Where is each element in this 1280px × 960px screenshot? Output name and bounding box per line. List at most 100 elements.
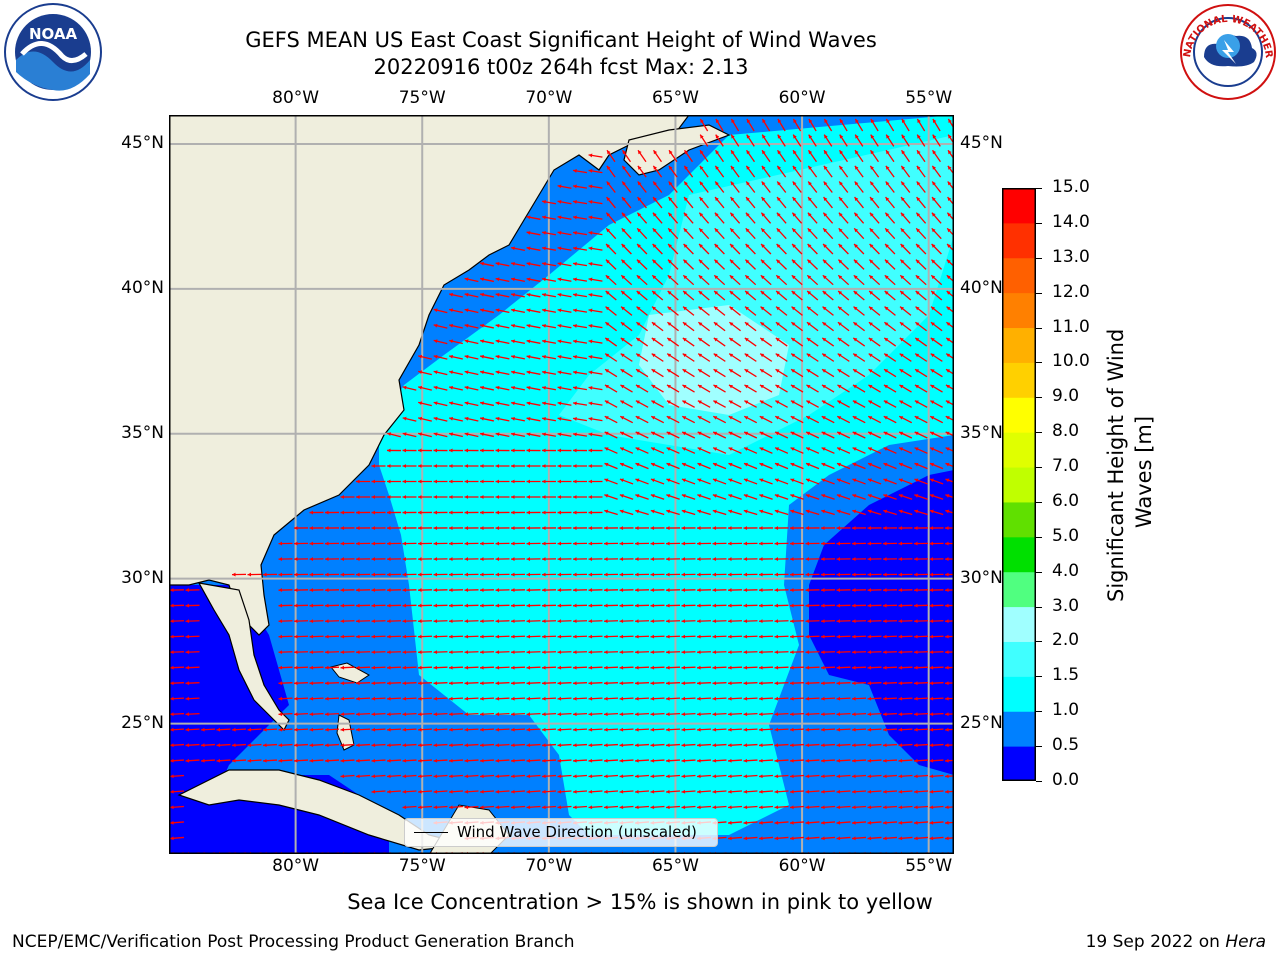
wave-arrow-head [604,789,608,794]
wave-arrow-head [325,603,329,608]
wave-arrow-head [480,650,484,655]
wave-arrow-head [495,758,500,763]
wave-arrow-head [821,789,825,794]
wave-arrow-head [433,510,438,515]
wave-arrow-head [791,290,796,295]
lon-label-top: 75°W [398,88,446,108]
wave-arrow-head [790,789,794,794]
wave-arrow-head [573,557,577,561]
wave-arrow-head [526,292,531,297]
wave-arrow-head [340,665,345,670]
wave-arrow-head [914,541,918,546]
wave-arrow-head [853,337,858,342]
wave-arrow-head [418,541,422,546]
wave-arrow-head [480,292,484,297]
wave-arrow-head [945,743,949,748]
wave-arrow-head [340,526,345,530]
wave-arrow-head [837,337,842,342]
wave-arrow-head [619,774,624,779]
wave-arrow-head [526,681,531,686]
colorbar-tick-label: 13.0 [1052,246,1090,267]
wave-arrow-head [464,323,469,328]
wave-arrow-head [650,789,655,794]
wave-arrow-head [684,165,688,170]
wave-arrow-head [898,526,903,530]
wave-arrow-head [805,588,810,593]
wave-arrow-head [557,184,562,189]
wave-arrow-head [777,119,782,124]
wave-arrow-head [821,634,825,639]
wave-arrow-head [371,774,376,779]
wave-height-map [169,115,954,854]
wave-arrow-head [728,526,732,530]
wave-arrow-head [669,150,673,155]
wave-arrow-head [651,337,656,342]
wave-arrow-head [791,322,796,326]
wave-arrow-head [712,758,717,763]
wave-arrow-head [836,758,841,763]
lon-label-top: 60°W [778,88,826,108]
wave-arrow-head [914,665,918,670]
wave-arrow-head [683,259,688,264]
wave-arrow-head [714,244,719,248]
wave-arrow-head [743,805,748,810]
wave-arrow-head [449,557,453,561]
wave-arrow-head [622,165,626,170]
wave-arrow-head [620,337,625,342]
wave-arrow-head [464,572,469,577]
wave-arrow-head [325,526,329,530]
wave-arrow-head [511,448,515,453]
wave-arrow-head [635,588,639,593]
wave-arrow-head [185,619,190,624]
wave-arrow-head [929,696,934,701]
wave-arrow-head [821,557,825,561]
wave-arrow-head [837,400,842,405]
wave-arrow-head [883,836,887,841]
wave-arrow-head [557,495,562,499]
wave-arrow-head [526,665,531,670]
wave-arrow-head [759,650,763,655]
wave-arrow-head [822,259,827,264]
wave-arrow-head [883,743,887,748]
wave-arrow-head [759,384,764,389]
wave-arrow-head [932,150,937,155]
wave-arrow-head [619,526,624,530]
wave-arrow-head [526,696,531,701]
wave-arrow-head [356,665,360,670]
wave-arrow-head [791,306,796,311]
wave-arrow-head [464,339,469,344]
wave-arrow-head [418,665,422,670]
wave-arrow-head [573,758,577,763]
wave-arrow-head [387,541,391,546]
wave-arrow-head [604,462,609,467]
wave-arrow-head [790,696,794,701]
wave-arrow-head [899,462,903,467]
wave-arrow-head [607,150,611,155]
wave-arrow-head [805,774,810,779]
wave-arrow-head [914,384,919,389]
wave-arrow-head [573,650,577,655]
wave-arrow-head [883,447,888,451]
wave-arrow-head [653,181,657,186]
wave-arrow-head [340,541,345,546]
wave-arrow-head [898,650,903,655]
wave-arrow-head [573,308,577,313]
wave-arrow-head [449,385,454,390]
wave-arrow-head [682,462,686,467]
wave-arrow-head [526,230,531,235]
wave-arrow-head [929,588,934,593]
wave-arrow-head [759,400,764,405]
wave-arrow-head [790,447,795,451]
wave-arrow-head [805,696,810,701]
wave-arrow-head [309,619,314,624]
wave-arrow-head [792,212,797,217]
wave-arrow-head [697,384,702,389]
wave-arrow-head [945,462,950,467]
wave-arrow-head [715,150,720,155]
wave-arrow-head [914,634,918,639]
wave-arrow-head [948,134,952,139]
colorbar-tick [1036,362,1042,364]
wave-arrow-head [557,805,562,810]
wave-arrow-head [759,758,763,763]
wave-arrow-head [604,478,609,483]
